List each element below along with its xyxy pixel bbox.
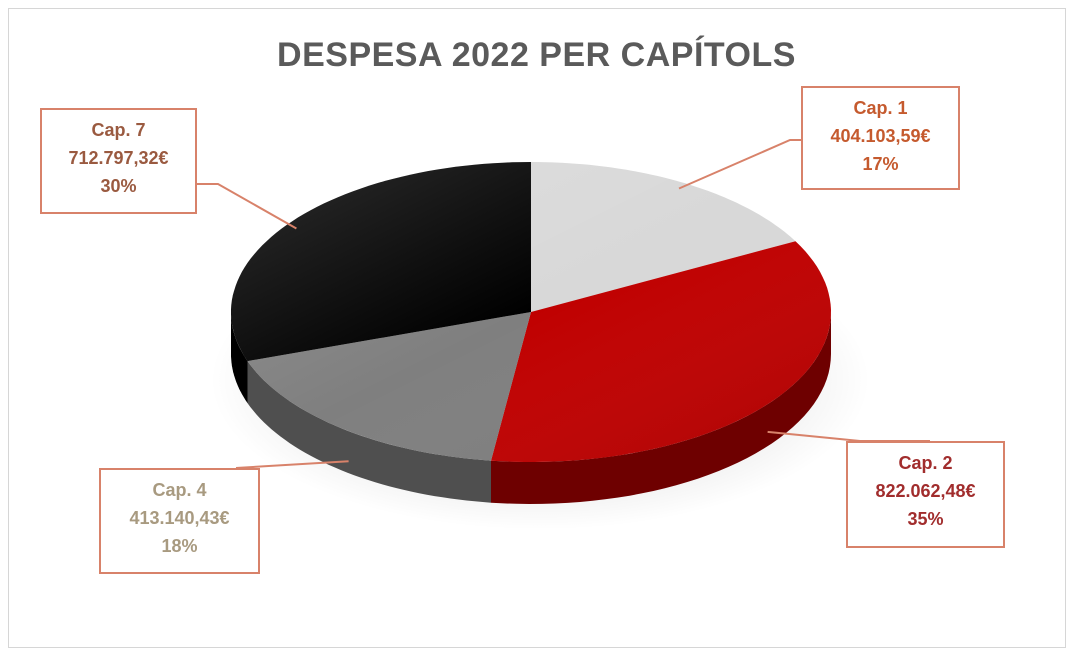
- slice-value: 712.797,32€: [68, 148, 169, 168]
- pie-side-cap-4: [247, 361, 491, 503]
- pie-sides: [231, 312, 831, 504]
- data-label-cap-4: Cap. 4 413.140,43€ 18%: [99, 468, 260, 574]
- slice-name: Cap. 4: [152, 480, 207, 500]
- data-label-cap-7: Cap. 7 712.797,32€ 30%: [40, 108, 197, 214]
- leader-line-cap-7: [197, 183, 297, 230]
- chart-title: DESPESA 2022 PER CAPÍTOLS: [277, 36, 796, 74]
- slice-value: 822.062,48€: [875, 481, 976, 501]
- slice-percent: 35%: [907, 509, 944, 529]
- data-label-cap-2: Cap. 2 822.062,48€ 35%: [846, 441, 1005, 548]
- leader-line-cap-4: [235, 460, 349, 469]
- slice-name: Cap. 7: [91, 120, 146, 140]
- slice-name: Cap. 1: [853, 98, 908, 118]
- slice-percent: 18%: [161, 536, 198, 556]
- pie-tops: [231, 162, 831, 462]
- slice-value: 413.140,43€: [129, 508, 230, 528]
- pie-sheen: [231, 162, 831, 462]
- slice-percent: 17%: [862, 154, 899, 174]
- leader-line-cap-1: [678, 139, 803, 190]
- slice-name: Cap. 2: [898, 453, 953, 473]
- data-label-cap-1: Cap. 1 404.103,59€ 17%: [801, 86, 960, 190]
- slice-value: 404.103,59€: [830, 126, 931, 146]
- slice-percent: 30%: [100, 176, 137, 196]
- pie-side-cap-7: [231, 312, 248, 404]
- pie-side-cap-2: [491, 312, 831, 504]
